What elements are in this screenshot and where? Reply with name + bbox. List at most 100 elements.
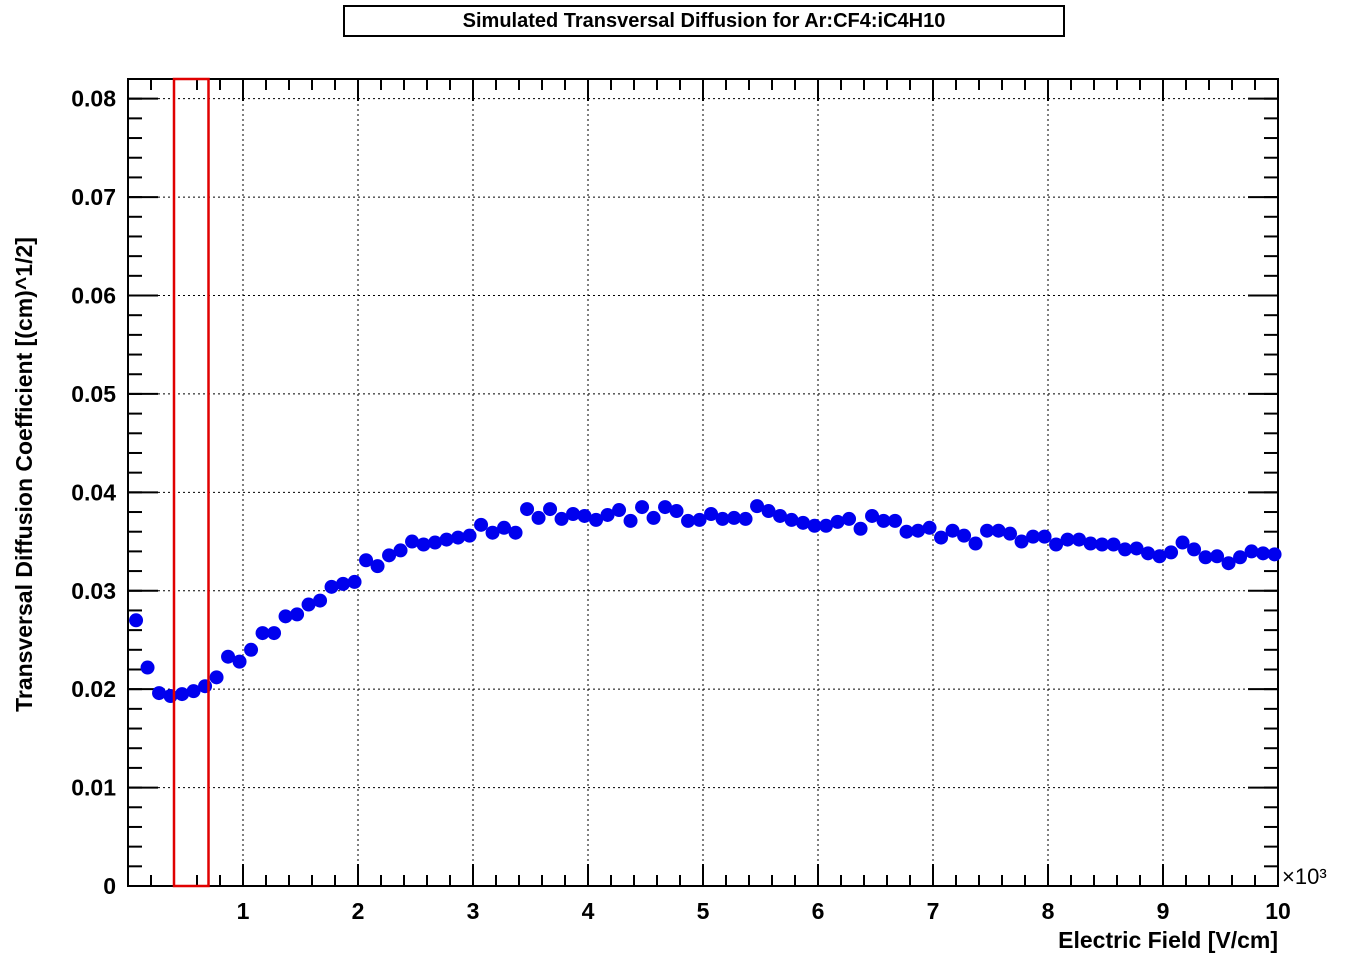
data-point (1221, 556, 1236, 571)
y-tick-label: 0.08 (71, 86, 116, 112)
y-tick-label: 0 (103, 873, 116, 899)
data-point (543, 502, 558, 517)
data-point (911, 523, 926, 538)
data-point (1141, 546, 1156, 561)
data-point (140, 660, 155, 675)
data-point (1210, 549, 1225, 564)
data-point (129, 613, 144, 628)
y-tick-label: 0.07 (71, 184, 116, 210)
data-point (991, 523, 1006, 538)
data-point (600, 507, 615, 522)
data-point (1118, 542, 1133, 557)
data-point (934, 530, 949, 545)
data-point (485, 525, 500, 540)
data-point (899, 524, 914, 539)
x-tick-label: 1 (237, 898, 250, 924)
data-point (278, 609, 293, 624)
y-tick-label: 0.06 (71, 283, 116, 309)
data-point (428, 535, 443, 550)
data-point (244, 642, 259, 657)
data-point (773, 508, 788, 523)
data-point (681, 513, 696, 528)
y-tick-label: 0.05 (71, 381, 116, 407)
data-point (1267, 547, 1282, 562)
data-point (370, 559, 385, 574)
data-point (1037, 529, 1052, 544)
data-point (842, 511, 857, 526)
data-point (336, 576, 351, 591)
data-point (566, 506, 581, 521)
data-point (1129, 541, 1144, 556)
data-point (1256, 546, 1271, 561)
data-point (589, 512, 604, 527)
data-point (1060, 532, 1075, 547)
data-points (129, 499, 1282, 704)
data-point (1095, 537, 1110, 552)
x-tick-label: 3 (467, 898, 480, 924)
data-point (1233, 550, 1248, 565)
y-axis-title: Transversal Diffusion Coefficient [(cm)^… (11, 237, 37, 712)
x-axis-multiplier: ×10³ (1282, 864, 1327, 889)
y-tick-label: 0.02 (71, 676, 116, 702)
data-point (715, 511, 730, 526)
plot-frame (127, 78, 1279, 887)
data-point (669, 504, 684, 519)
x-tick-label: 8 (1042, 898, 1055, 924)
grid-lines (128, 79, 1278, 886)
data-point (393, 543, 408, 558)
data-point (520, 502, 535, 517)
data-point (462, 528, 477, 543)
data-point (359, 553, 374, 568)
highlight-box (172, 77, 210, 888)
data-point (957, 528, 972, 543)
tick-labels: 1 2 3 4 5 6 7 8 9 10 0 0.01 0.02 0.03 0.04 0.05 0.06 0.07… (71, 86, 1291, 924)
x-tick-label: 9 (1157, 898, 1170, 924)
data-point (623, 513, 638, 528)
data-point (347, 574, 362, 589)
data-point (761, 504, 776, 519)
data-point (577, 508, 592, 523)
y-tick-label: 0.03 (71, 578, 116, 604)
data-point (175, 687, 190, 702)
data-point (439, 532, 454, 547)
data-point (1083, 536, 1098, 551)
data-point (876, 513, 891, 528)
data-point (209, 670, 224, 685)
data-point (1244, 544, 1259, 559)
data-point (888, 513, 903, 528)
data-point (819, 518, 834, 533)
data-point (658, 500, 673, 515)
data-point (255, 626, 270, 641)
x-axis-title: Electric Field [V/cm] (1058, 927, 1278, 953)
data-point (1187, 542, 1202, 557)
x-tick-label: 5 (697, 898, 710, 924)
data-point (474, 517, 489, 532)
data-point (198, 679, 213, 694)
data-point (152, 686, 167, 701)
data-point (232, 654, 247, 669)
data-point (324, 579, 339, 594)
data-point (738, 511, 753, 526)
x-tick-label: 2 (352, 898, 365, 924)
data-point (612, 503, 627, 518)
data-point (807, 518, 822, 533)
data-point (382, 548, 397, 563)
data-point (1152, 549, 1167, 564)
data-point (301, 597, 316, 612)
data-point (405, 534, 420, 549)
data-point (1164, 545, 1179, 560)
data-point (692, 512, 707, 527)
data-point (646, 510, 661, 525)
data-point (853, 521, 868, 536)
data-point (750, 499, 765, 514)
data-point (704, 506, 719, 521)
x-tick-label: 4 (582, 898, 595, 924)
data-point (531, 510, 546, 525)
data-point (1026, 529, 1041, 544)
data-point (267, 626, 282, 641)
data-point (1198, 550, 1213, 565)
chart-title: Simulated Transversal Diffusion for Ar:C… (343, 5, 1065, 37)
data-point (727, 510, 742, 525)
x-tick-label: 6 (812, 898, 825, 924)
